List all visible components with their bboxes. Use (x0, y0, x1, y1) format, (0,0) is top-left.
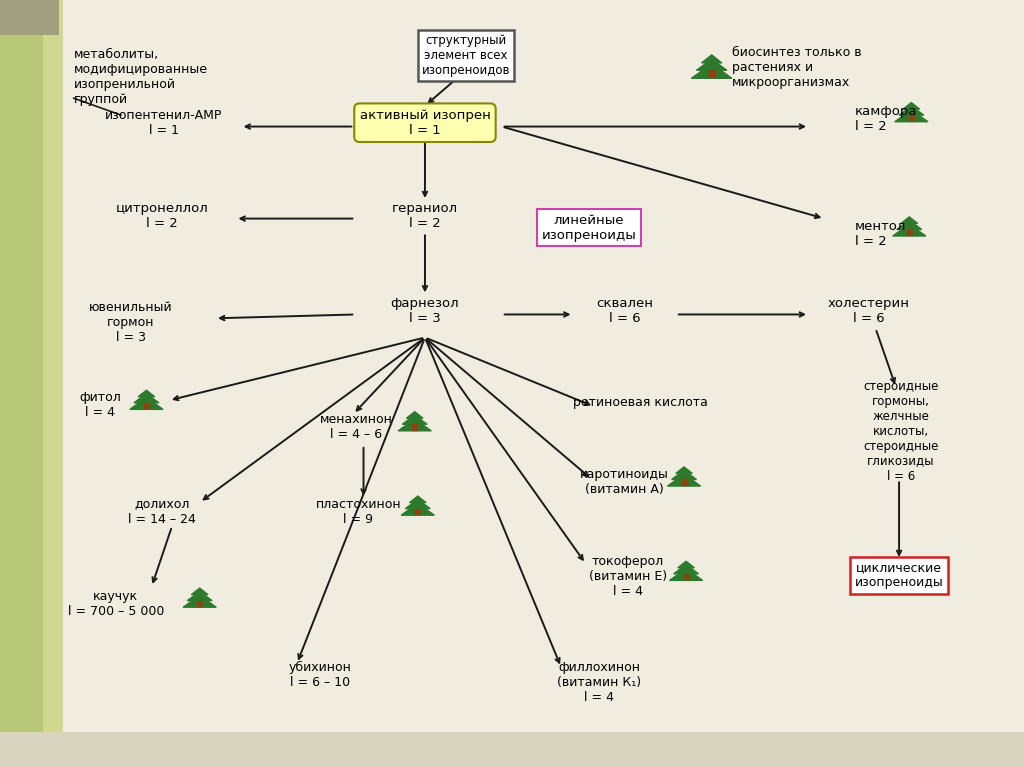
Polygon shape (901, 217, 918, 223)
Polygon shape (672, 470, 696, 479)
Polygon shape (897, 220, 922, 229)
Text: метаболиты,
модифицированные
изопренильной
группой: метаболиты, модифицированные изопренильн… (74, 48, 208, 106)
FancyBboxPatch shape (0, 0, 43, 767)
Text: долихол
l = 14 – 24: долихол l = 14 – 24 (128, 498, 196, 525)
Text: ювенильный
гормон
l = 3: ювенильный гормон l = 3 (89, 301, 173, 344)
Polygon shape (895, 110, 928, 122)
Polygon shape (709, 71, 715, 77)
Text: активный изопрен
l = 1: активный изопрен l = 1 (359, 109, 490, 137)
Polygon shape (187, 591, 212, 601)
Text: ментол
l = 2: ментол l = 2 (855, 220, 906, 248)
Polygon shape (674, 565, 698, 574)
Polygon shape (678, 561, 694, 568)
Polygon shape (676, 467, 692, 473)
Text: сквален
l = 6: сквален l = 6 (596, 297, 653, 324)
Text: гераниол
l = 2: гераниол l = 2 (392, 202, 458, 230)
Polygon shape (682, 479, 686, 485)
Polygon shape (909, 115, 913, 120)
Polygon shape (413, 424, 417, 430)
Polygon shape (691, 64, 732, 78)
Text: каротиноиды
(витамин А): каротиноиды (витамин А) (581, 468, 669, 495)
Polygon shape (684, 574, 688, 579)
Polygon shape (903, 103, 920, 109)
Polygon shape (907, 229, 911, 235)
Text: филлохинон
(витамин К₁)
l = 4: филлохинон (витамин К₁) l = 4 (557, 661, 641, 704)
Polygon shape (899, 106, 924, 115)
Polygon shape (696, 59, 727, 71)
Text: биосинтез только в
растениях и
микроорганизмах: биосинтез только в растениях и микроорга… (732, 46, 862, 89)
Polygon shape (407, 412, 423, 418)
FancyBboxPatch shape (0, 732, 1024, 767)
FancyBboxPatch shape (0, 0, 59, 35)
Polygon shape (401, 503, 434, 515)
Text: циклические
изопреноиды: циклические изопреноиды (855, 561, 943, 589)
Text: камфора
l = 2: камфора l = 2 (855, 105, 918, 133)
Text: токоферол
(витамин Е)
l = 4: токоферол (витамин Е) l = 4 (589, 555, 667, 598)
Polygon shape (398, 419, 431, 431)
Polygon shape (402, 415, 427, 424)
FancyBboxPatch shape (43, 0, 63, 767)
Text: менахинон
l = 4 – 6: менахинон l = 4 – 6 (319, 413, 393, 441)
Polygon shape (144, 403, 148, 408)
Polygon shape (410, 496, 426, 502)
Text: каучук
l = 700 – 5 000: каучук l = 700 – 5 000 (68, 590, 164, 617)
Text: фарнезол
l = 3: фарнезол l = 3 (390, 297, 460, 324)
Text: стероидные
гормоны,
желчные
кислоты,
стероидные
гликозиды
l = 6: стероидные гормоны, желчные кислоты, сте… (863, 380, 939, 482)
Polygon shape (701, 55, 722, 63)
Text: изопентенил-АМР
l = 1: изопентенил-АМР l = 1 (105, 109, 222, 137)
Text: убихинон
l = 6 – 10: убихинон l = 6 – 10 (289, 661, 352, 689)
Polygon shape (416, 509, 420, 514)
Polygon shape (893, 224, 926, 236)
Text: фитол
l = 4: фитол l = 4 (80, 391, 121, 419)
Polygon shape (670, 568, 702, 581)
Text: линейные
изопреноиды: линейные изопреноиды (542, 214, 636, 242)
Polygon shape (134, 393, 159, 403)
Text: структурный
элемент всех
изопреноидов: структурный элемент всех изопреноидов (422, 34, 510, 77)
Polygon shape (138, 390, 155, 397)
Text: холестерин
l = 6: холестерин l = 6 (827, 297, 909, 324)
Polygon shape (668, 474, 700, 486)
Polygon shape (130, 397, 163, 410)
Polygon shape (191, 588, 208, 594)
Text: ретиноевая кислота: ретиноевая кислота (572, 397, 708, 409)
Text: цитронеллол
l = 2: цитронеллол l = 2 (116, 202, 208, 230)
Polygon shape (198, 601, 202, 606)
Text: пластохинон
l = 9: пластохинон l = 9 (315, 498, 401, 525)
Polygon shape (406, 499, 430, 509)
Polygon shape (183, 595, 216, 607)
